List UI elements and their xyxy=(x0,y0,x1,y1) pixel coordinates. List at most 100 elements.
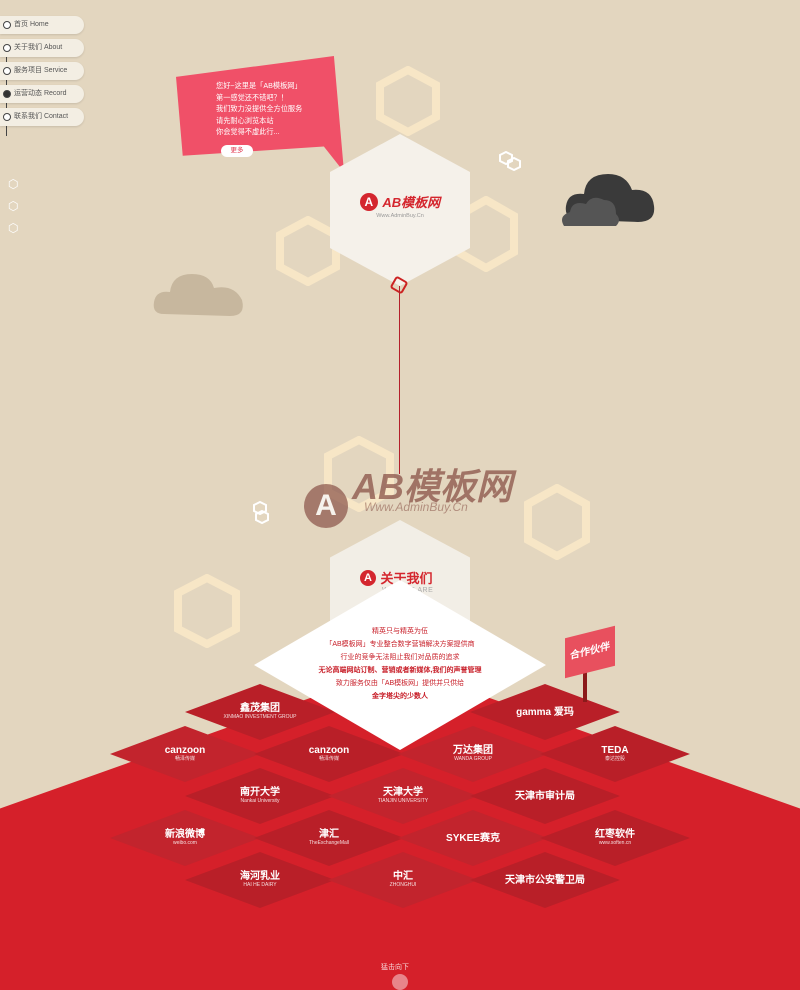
hex-ring-4 xyxy=(324,436,394,512)
partner-cell[interactable]: 天津大学 TIANJIN UNIVERSITY xyxy=(328,768,478,824)
partner-sub: ZHONGHUI xyxy=(389,882,417,888)
partner-cell[interactable]: TEDA 泰达控股 xyxy=(540,726,690,782)
nav-item-about[interactable]: 关于我们 About xyxy=(0,39,84,57)
partner-cell[interactable]: 中汇 ZHONGHUI xyxy=(328,852,478,908)
small-hex-ring-2 xyxy=(253,500,269,525)
nav-dot-icon xyxy=(3,113,11,121)
nav-dot-icon xyxy=(3,21,11,29)
nav-item-home[interactable]: 首页 Home xyxy=(0,16,84,34)
nav-item-contact[interactable]: 联系我们 Contact xyxy=(0,108,84,126)
partner-name: 海河乳业 xyxy=(240,871,280,882)
cloud-dark-icon xyxy=(562,174,655,226)
about-mark-icon: A xyxy=(360,569,376,586)
partner-sub: 畅泽传媒 xyxy=(174,756,195,762)
watermark-name: AB模板网 xyxy=(352,466,512,507)
vertical-connector xyxy=(399,286,400,474)
bubble-line: 你会觉得不虚此行... xyxy=(216,127,280,136)
partner-name: 中汇 xyxy=(393,871,413,882)
partner-cell[interactable]: 红枣软件 www.soften.cn xyxy=(540,810,690,866)
hexagon-icon: ⬡ xyxy=(8,199,19,213)
partner-sub: Nankai University xyxy=(240,798,280,804)
partner-sub: XINMAO INVESTMENT GROUP xyxy=(223,714,297,720)
about-line: 金字塔尖的少数人 xyxy=(372,693,428,700)
partner-name: 天津市公安警卫局 xyxy=(505,874,585,886)
nav-label: 服务项目 Service xyxy=(14,67,68,74)
partner-name: 新浪微博 xyxy=(165,829,205,840)
brand-hexagon xyxy=(330,134,470,286)
partner-name: SYKEE赛克 xyxy=(446,832,500,844)
about-title: 关于我们 xyxy=(380,571,433,586)
partner-name: 万达集团 xyxy=(453,745,493,756)
bubble-line: 请先耐心浏览本站 xyxy=(216,115,274,125)
partner-cell[interactable]: canzoon 畅泽传媒 xyxy=(110,726,260,782)
watermark-url: Www.AdminBuy.Cn xyxy=(364,500,468,514)
partner-name: 津汇 xyxy=(319,829,339,840)
partner-name: canzoon xyxy=(164,745,206,756)
section-nav: 首页 Home 关于我们 About 服务项目 Service 运营动态 Rec… xyxy=(0,16,84,136)
partner-cell[interactable]: SYKEE赛克 xyxy=(398,810,548,866)
more-button[interactable]: 更多 xyxy=(221,145,253,157)
nav-dot-icon xyxy=(3,44,11,52)
hex-ring-5 xyxy=(524,484,590,560)
about-line: 行业的竞争无法阻止我们对品质的追求 xyxy=(340,654,460,661)
partner-name: gamma 爱玛 xyxy=(516,706,574,718)
hexagon-icon: ⬡ xyxy=(8,177,19,191)
side-hex-link[interactable]: ⬡ xyxy=(8,198,26,216)
nav-label: 运营动态 Record xyxy=(14,90,67,97)
sign-pole xyxy=(583,672,587,702)
nav-label: 首页 Home xyxy=(14,21,49,28)
partner-name: 红枣软件 xyxy=(595,829,635,840)
scroll-hint[interactable]: 猛击向下 xyxy=(381,964,409,971)
partner-sub: HAI HE DAIRY xyxy=(243,882,277,888)
partner-sub: TheExchangeMall xyxy=(308,840,350,846)
brand-logo[interactable]: A AB模板网 Www.AdminBuy.Cn xyxy=(352,192,448,219)
bubble-line: 我们致力没提供全方位服务 xyxy=(216,104,303,113)
partner-name: canzoon xyxy=(308,745,350,756)
nav-item-service[interactable]: 服务项目 Service xyxy=(0,62,84,80)
partner-sub: 畅泽传媒 xyxy=(318,756,339,762)
partner-cell[interactable]: 新浪微博 weibo.com xyxy=(110,810,260,866)
partner-cell[interactable]: 津汇 TheExchangeMall xyxy=(254,810,404,866)
about-line: 「AB模板网」专业整合数字营销解决方案提供商 xyxy=(325,641,475,648)
brand-url: Www.AdminBuy.Cn xyxy=(376,213,424,219)
nav-dot-icon xyxy=(3,67,11,75)
side-hex-link[interactable]: ⬡ xyxy=(8,176,26,194)
bubble-text: 您好~这里是「AB模板网」 第一感觉还不错吧？！ 我们致力没提供全方位服务 请先… xyxy=(216,80,326,138)
partner-cell[interactable]: 天津市公安警卫局 xyxy=(470,852,620,908)
about-line: 致力服务仅由「AB模板网」提供并只供给 xyxy=(335,680,465,687)
partner-sub: weibo.com xyxy=(173,840,197,846)
nav-label: 关于我们 About xyxy=(14,44,63,51)
bubble-line: 您好~这里是「AB模板网」 xyxy=(216,81,302,90)
partner-sub: www.soften.cn xyxy=(598,840,632,846)
partner-cell[interactable]: 海河乳业 HAI HE DAIRY xyxy=(185,852,335,908)
nav-dot-icon xyxy=(3,90,11,98)
partner-name: 天津市审计局 xyxy=(515,790,575,802)
partner-sub: TIANJIN UNIVERSITY xyxy=(377,798,429,804)
nav-item-record[interactable]: 运营动态 Record xyxy=(0,85,84,103)
partner-cell[interactable]: 南开大学 Nankai University xyxy=(185,768,335,824)
brand-mark-icon: A xyxy=(359,192,378,211)
bubble-line: 第一感觉还不错吧？！ xyxy=(216,92,288,102)
partner-sub: WANDA GROUP xyxy=(454,756,492,762)
scroll-down-icon[interactable] xyxy=(392,974,408,990)
side-hex-link[interactable]: ⬡ xyxy=(8,220,26,238)
partner-name: 天津大学 xyxy=(383,787,423,798)
hex-ring-6 xyxy=(174,574,240,648)
brand-name: AB模板网 xyxy=(382,195,441,210)
partner-name: 南开大学 xyxy=(240,787,280,798)
hexagon-icon: ⬡ xyxy=(8,221,19,235)
about-line: 精英只与精英为伍 xyxy=(372,628,428,635)
watermark-mark-icon: A xyxy=(304,484,348,528)
about-line: 无论高端网站订制、营销或者新媒体,我们的声誉管理 xyxy=(318,667,482,674)
partner-sub: 泰达控股 xyxy=(604,756,625,762)
about-text: 精英只与精英为伍 「AB模板网」专业整合数字营销解决方案提供商 行业的竞争无法阻… xyxy=(290,625,510,703)
partner-name: TEDA xyxy=(601,745,629,756)
side-hex-links: ⬡ ⬡ ⬡ xyxy=(8,176,26,242)
nav-label: 联系我们 Contact xyxy=(14,113,69,120)
partner-cell[interactable]: 天津市审计局 xyxy=(470,768,620,824)
small-hex-ring-1 xyxy=(499,150,521,172)
cloud-light-icon xyxy=(153,274,243,316)
hex-ring-1 xyxy=(376,66,440,136)
partner-name: 鑫茂集团 xyxy=(240,703,280,714)
